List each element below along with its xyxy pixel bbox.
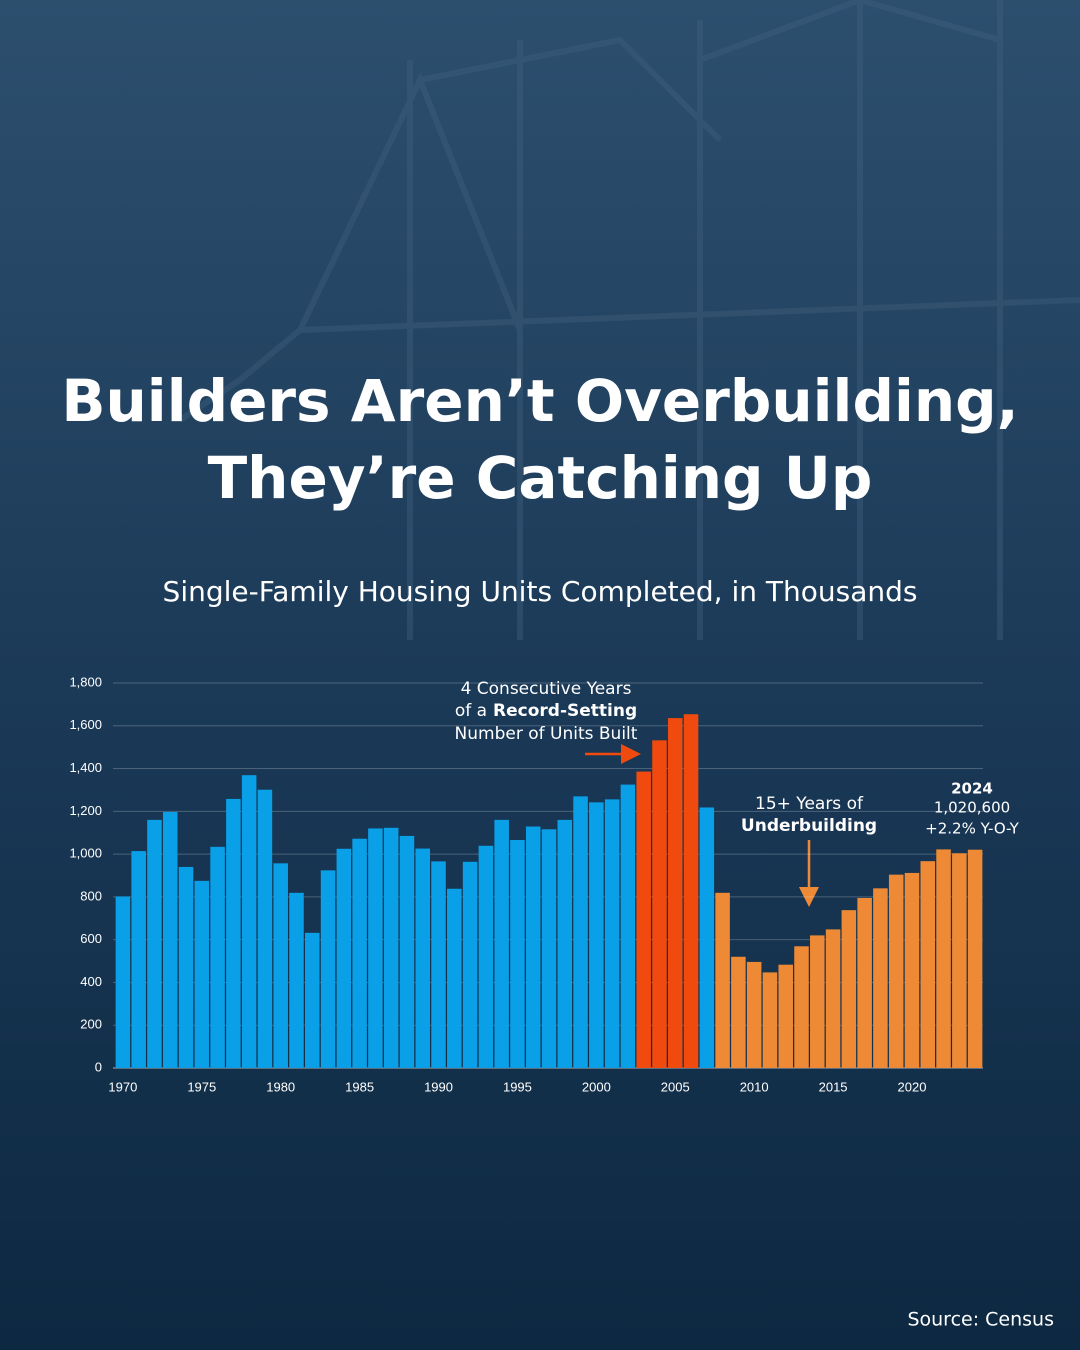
x-tick-label: 1980 [266,1079,295,1094]
bar [904,872,920,1068]
bar [462,861,478,1068]
annotation-bold: Record-Setting [493,701,637,721]
bar [273,863,288,1068]
bar [936,849,951,1068]
plot-area: 0 200 400 600 800 1,000 1,200 1,400 1,600 1,800 19… [69,674,983,1094]
bar [952,853,967,1068]
bar [399,835,415,1068]
title: They’re Catching Up [208,444,873,512]
bar [368,828,383,1068]
y-tick-label: 1,200 [69,803,102,818]
bar [794,946,809,1068]
bar [241,775,257,1068]
x-tick-label: 1970 [108,1079,137,1094]
bar [541,829,557,1068]
y-tick-label: 400 [80,974,102,989]
bar [873,888,888,1068]
bar [415,848,431,1068]
bar [478,845,494,1068]
x-tick-label: 1990 [424,1079,453,1094]
x-tick-label: 2020 [898,1079,927,1094]
x-tick-label: 2015 [819,1079,848,1094]
x-tick-label: 1975 [187,1079,216,1094]
annotation: +2.2% Y-O-Y [925,820,1020,838]
bar [604,799,620,1068]
bar [305,932,320,1068]
bar [320,870,336,1068]
background-frames [178,0,1080,640]
bar [762,972,778,1068]
x-tick-label: 2000 [582,1079,611,1094]
y-tick-label: 0 [95,1059,102,1074]
annotation: 2024 [951,780,993,798]
bar [841,910,857,1068]
bar [226,798,241,1068]
x-tick-label: 1985 [345,1079,374,1094]
annotation: 1,020,600 [934,799,1010,817]
bar [825,929,841,1068]
annotation: 4 Consecutive Years [461,679,632,699]
y-tick-label: 600 [80,931,102,946]
bar [510,839,525,1068]
bar [194,880,210,1068]
bar [162,811,178,1068]
bar [431,861,446,1068]
bar [289,892,304,1068]
bar [683,714,699,1068]
x-tick-label: 2010 [740,1079,769,1094]
bar [888,874,904,1068]
bar [667,718,683,1068]
bar [636,771,651,1068]
bar [778,964,793,1068]
bar [210,846,225,1068]
bar [652,740,667,1068]
subtitle: Single-Family Housing Units Completed, i… [163,575,918,608]
bar [620,784,636,1068]
bar [715,892,730,1068]
x-tick-label: 2005 [661,1079,690,1094]
y-tick-label: 1,400 [69,760,102,775]
y-tick-label: 800 [80,888,102,903]
bar [383,827,399,1068]
y-tick-label: 1,800 [69,674,102,689]
annotation-text: of a [455,701,487,721]
annotation: Number of Units Built [455,724,638,744]
bar [857,897,872,1068]
bar [573,796,588,1068]
source: Source: Census [907,1309,1054,1331]
bar [147,819,162,1068]
bar [336,848,352,1068]
bar [131,851,146,1068]
title: Builders Aren’t Overbuilding, [61,367,1018,435]
bar [731,956,746,1068]
annotation: Underbuilding [741,816,877,836]
bar [115,896,131,1068]
annotation: of a Record-Setting [455,701,637,721]
annotation: 15+ Years of [755,794,864,814]
bar [525,826,541,1068]
bar [920,861,936,1068]
bar [352,838,367,1068]
bar [746,961,762,1068]
bar [257,789,273,1068]
bar [494,819,509,1068]
y-tick-label: 1,000 [69,846,102,861]
y-tick-label: 1,600 [69,717,102,732]
bar [699,807,715,1068]
y-tick-label: 200 [80,1017,102,1032]
bar [178,866,194,1068]
bar [810,935,825,1068]
x-tick-label: 1995 [503,1079,532,1094]
bar [557,819,573,1068]
bar [589,802,604,1068]
bar [967,849,983,1068]
bar [447,888,462,1068]
